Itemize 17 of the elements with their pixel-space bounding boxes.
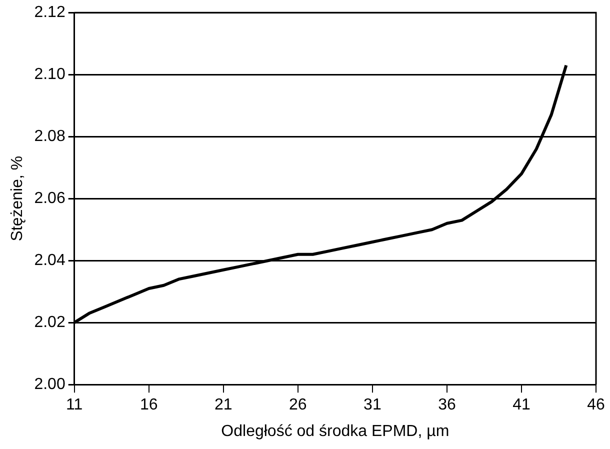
x-axis-title: Odległość od środka EPMD, µm [221,422,450,440]
x-tick-label: 16 [140,396,158,414]
y-tick-label: 2.04 [34,252,66,270]
x-tick-label: 26 [289,396,307,414]
x-tick-label: 31 [364,396,382,414]
y-tick-label: 2.02 [34,314,66,332]
y-tick-label: 2.10 [34,66,66,84]
y-tick-label: 2.12 [34,4,66,22]
x-tick-label: 21 [214,396,232,414]
y-tick-label: 2.00 [34,376,66,394]
x-tick-label: 11 [66,396,83,414]
y-tick-label: 2.06 [34,190,66,208]
y-axis-title: Stężenie, % [9,156,26,242]
y-tick-label: 2.08 [34,128,66,146]
x-tick-label: 41 [512,396,530,414]
x-tick-label: 36 [438,396,456,414]
x-tick-label: 46 [587,396,605,414]
